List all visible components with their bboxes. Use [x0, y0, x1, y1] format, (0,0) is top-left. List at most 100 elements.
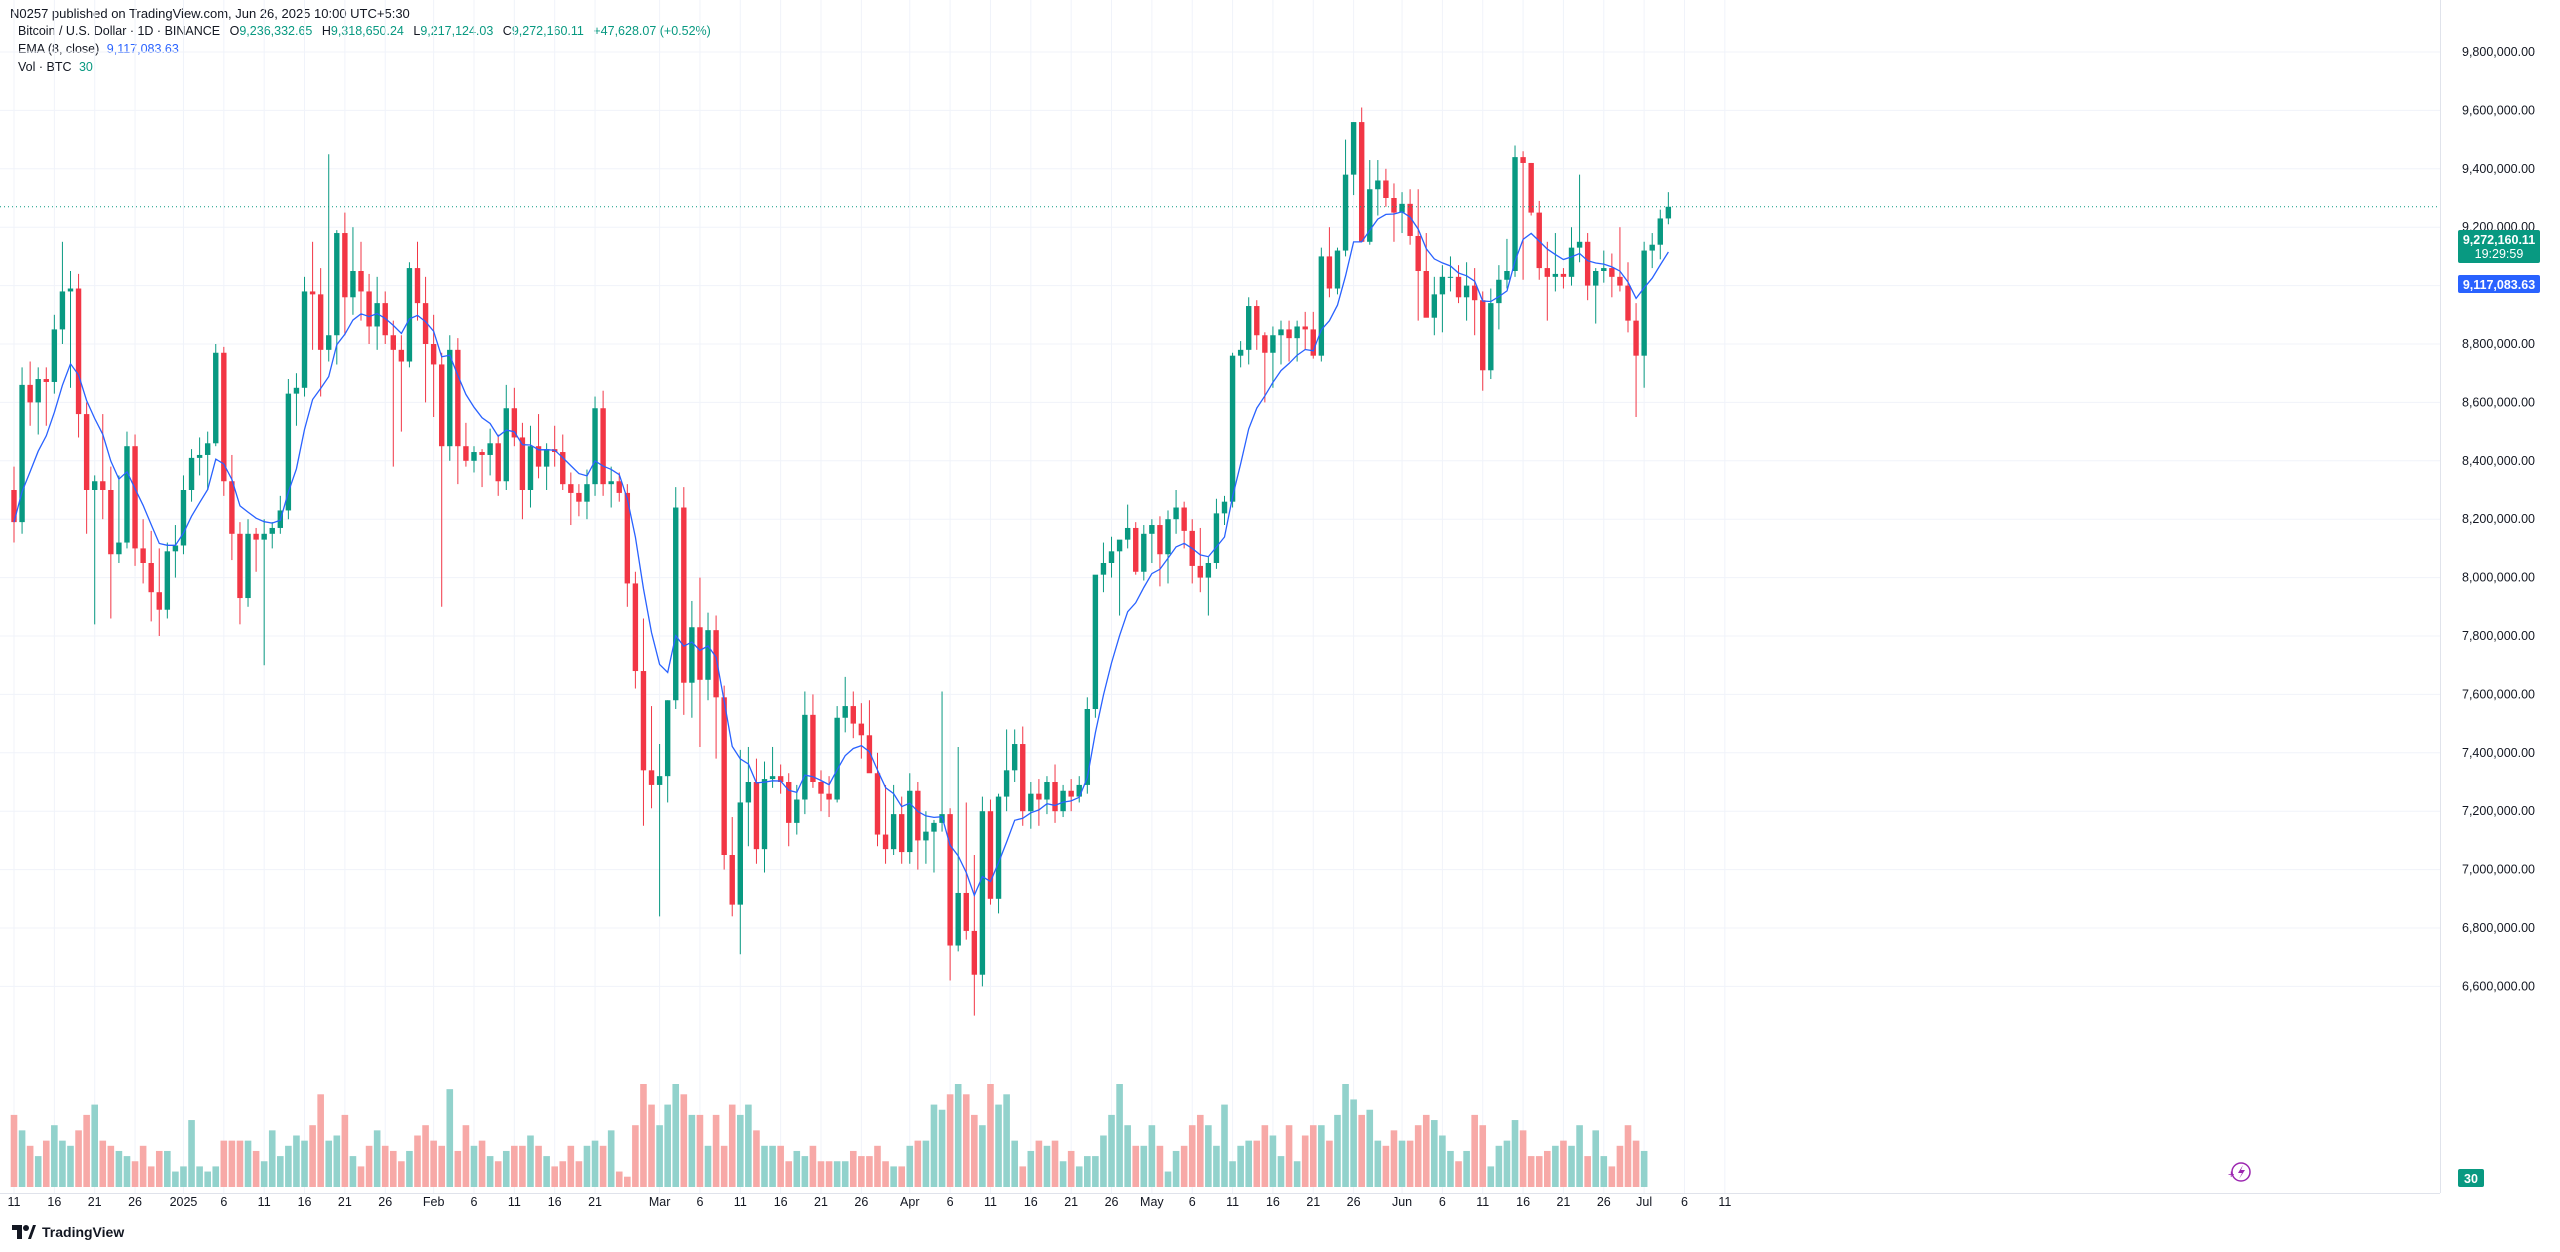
volume-bar — [906, 1145, 914, 1187]
candle-body — [1463, 285, 1470, 298]
candle-body — [681, 507, 687, 683]
tradingview-brand[interactable]: TradingView — [12, 1224, 124, 1240]
candle — [503, 384, 509, 490]
candle — [1278, 320, 1284, 365]
candle-body — [1358, 122, 1365, 242]
candle-body — [971, 930, 978, 975]
candle — [1197, 527, 1203, 593]
candle — [890, 784, 897, 855]
volume-bar — [365, 1145, 373, 1187]
volume-bar — [244, 1140, 252, 1187]
candle-body — [777, 776, 784, 782]
candle-body — [1221, 501, 1228, 514]
volume-bar — [640, 1084, 647, 1187]
candle-body — [317, 294, 324, 350]
volume-bar — [1092, 1156, 1099, 1187]
time-tick-label: 11 — [984, 1195, 997, 1209]
candle-body — [1286, 329, 1292, 339]
candle — [285, 379, 292, 520]
lightning-icon[interactable]: + — [2228, 1162, 2251, 1182]
candle — [866, 700, 873, 774]
volume-bar — [1552, 1145, 1559, 1187]
candle-body — [842, 706, 848, 718]
last-price-tag[interactable]: 9,272,160.11 19:29:59 — [2458, 230, 2540, 263]
volume-bar — [1544, 1150, 1551, 1187]
candle — [1617, 227, 1623, 292]
symbol-title[interactable]: Bitcoin / U.S. Dollar · 1D · BINANCE — [18, 24, 221, 38]
candle — [689, 600, 695, 718]
volume-bar — [1221, 1104, 1228, 1187]
open-label: O — [229, 24, 240, 38]
volume-bar — [373, 1130, 381, 1187]
volume-bar — [277, 1156, 284, 1187]
candle — [180, 475, 187, 555]
candle-body — [463, 446, 469, 461]
time-tick-label: 26 — [1105, 1195, 1119, 1209]
volume-legend[interactable]: Vol · BTC 30 — [18, 60, 93, 74]
candle — [874, 752, 881, 847]
candle-body — [1367, 189, 1373, 242]
candle-body — [1407, 203, 1413, 236]
volume-bar — [1326, 1140, 1333, 1187]
candle-body — [826, 793, 832, 800]
candle-body — [221, 352, 227, 482]
candle — [213, 344, 219, 447]
candle — [826, 776, 832, 818]
volume-bar — [220, 1140, 228, 1187]
candle-body — [1334, 250, 1341, 289]
candle — [721, 685, 727, 870]
candle — [640, 618, 647, 826]
candle — [1455, 265, 1462, 304]
candle — [1011, 729, 1018, 782]
candle — [745, 746, 752, 847]
time-tick-label: Jun — [1392, 1195, 1412, 1209]
volume-bar — [341, 1114, 349, 1187]
candle-body — [326, 335, 332, 350]
candle — [858, 703, 865, 759]
time-tick-label: 21 — [1556, 1195, 1570, 1209]
candle-body — [1657, 218, 1663, 245]
candle — [1286, 320, 1292, 362]
volume-bar — [922, 1140, 930, 1187]
candle-body — [1326, 256, 1333, 289]
candle-body — [527, 446, 534, 490]
volume-bar — [1035, 1140, 1043, 1187]
time-tick-label: 6 — [1681, 1195, 1688, 1209]
price-tick-label: 7,200,000.00 — [2462, 804, 2535, 818]
volume-bar — [26, 1145, 34, 1187]
candle — [1076, 776, 1082, 803]
candle-body — [1512, 157, 1518, 271]
candle-body — [1003, 770, 1010, 797]
candle-body — [1116, 539, 1123, 552]
volume-tag: 30 — [2458, 1169, 2484, 1187]
candle-body — [987, 811, 994, 899]
candle — [455, 338, 461, 485]
volume-bar — [704, 1145, 712, 1187]
candle — [1044, 776, 1050, 815]
volume-bar — [470, 1145, 478, 1187]
volume-tag-text: 30 — [2464, 1172, 2478, 1186]
candle-body — [1124, 527, 1131, 540]
candle — [1116, 539, 1123, 616]
candle-body — [1133, 527, 1139, 572]
candle-body — [866, 735, 873, 774]
candle-body — [1528, 162, 1534, 213]
candle-body — [1560, 273, 1567, 277]
candle — [568, 472, 574, 526]
candle-body — [471, 452, 477, 461]
candle-body — [1036, 793, 1042, 800]
volume-bar — [1439, 1135, 1446, 1187]
candle — [834, 706, 840, 803]
volume-bar — [1447, 1150, 1454, 1187]
candle — [245, 519, 251, 607]
price-tick-label: 8,200,000.00 — [2462, 512, 2535, 526]
candle-body — [27, 384, 33, 403]
volume-bar — [1584, 1156, 1591, 1187]
candle-body — [285, 393, 292, 511]
candle — [705, 612, 711, 701]
price-tick-label: 6,600,000.00 — [2462, 979, 2535, 993]
candle — [414, 241, 421, 321]
candle-body — [1237, 349, 1244, 356]
volume-bar — [849, 1150, 857, 1187]
